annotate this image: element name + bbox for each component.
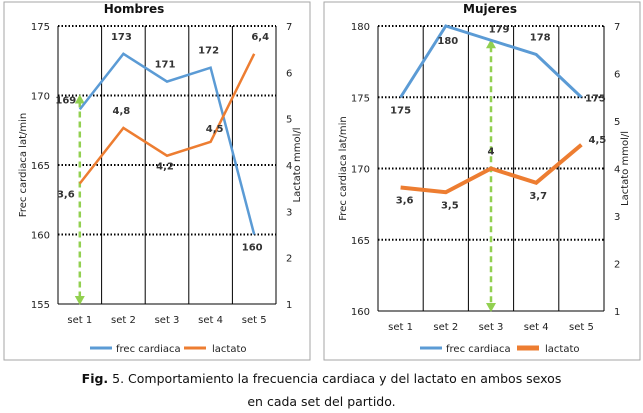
series-line-lactato bbox=[400, 143, 583, 195]
y-tick-label: 160 bbox=[31, 231, 50, 242]
x-tick-label: set 3 bbox=[479, 322, 504, 333]
figure-caption-line1: Fig. 5. Comportamiento la frecuencia car… bbox=[0, 371, 643, 386]
y2-tick-label: 3 bbox=[614, 212, 620, 223]
y-tick-label: 170 bbox=[351, 165, 370, 176]
y-tick-label: 165 bbox=[351, 236, 370, 247]
y-tick-label: 175 bbox=[351, 93, 370, 104]
chart-panel-0: Hombres 155 160 165 170 175 1 2 3 4 5 6 7 set 1 set 2 s… bbox=[3, 1, 311, 361]
x-tick-label: set 1 bbox=[388, 322, 413, 333]
data-label-frec-cardiaca: 175 bbox=[390, 105, 411, 116]
y-tick-label: 160 bbox=[351, 307, 370, 318]
x-tick-label: set 4 bbox=[198, 315, 223, 326]
y2-tick-label: 4 bbox=[614, 165, 620, 176]
y2-axis-title: Lactato mmol/l bbox=[620, 131, 631, 206]
data-label-frec-cardiaca: 173 bbox=[111, 32, 132, 43]
data-label-frec-cardiaca: 169 bbox=[55, 95, 76, 106]
data-label-lactato: 4,8 bbox=[113, 106, 131, 117]
figure-caption-label: Fig. bbox=[81, 371, 109, 386]
y2-tick-label: 6 bbox=[286, 68, 292, 79]
data-label-lactato: 6,4 bbox=[251, 32, 269, 43]
y2-tick-label: 5 bbox=[286, 115, 292, 126]
data-label-lactato: 4 bbox=[488, 147, 495, 158]
y2-tick-label: 7 bbox=[286, 22, 292, 33]
y-axis-title: Frec cardiaca lat/min bbox=[18, 113, 29, 217]
y2-tick-label: 3 bbox=[286, 207, 292, 218]
y-tick-label: 155 bbox=[31, 300, 50, 311]
data-label-frec-cardiaca: 160 bbox=[242, 243, 263, 254]
data-label-frec-cardiaca: 179 bbox=[489, 24, 510, 35]
legend-label-frec-cardiaca: frec cardiaca bbox=[116, 344, 181, 355]
arrow-head-down bbox=[74, 296, 85, 305]
data-label-frec-cardiaca: 171 bbox=[155, 60, 176, 71]
y-tick-label: 170 bbox=[31, 92, 50, 103]
data-label-lactato: 3,7 bbox=[529, 191, 547, 202]
series-line-lactato bbox=[78, 53, 256, 185]
y-tick-label: 165 bbox=[31, 161, 50, 172]
data-label-frec-cardiaca: 180 bbox=[437, 36, 458, 47]
data-label-lactato: 3,5 bbox=[441, 200, 459, 211]
y2-tick-label: 2 bbox=[286, 254, 292, 265]
x-tick-label: set 2 bbox=[111, 315, 136, 326]
arrow-head-down bbox=[486, 303, 496, 312]
y2-tick-label: 1 bbox=[614, 307, 620, 318]
data-label-lactato: 4,2 bbox=[156, 162, 174, 173]
series-line-frec-cardiaca bbox=[399, 24, 583, 99]
arrow-head-up bbox=[74, 94, 85, 104]
y2-tick-label: 7 bbox=[614, 22, 620, 33]
y2-tick-label: 1 bbox=[286, 300, 292, 311]
y2-axis-title: Lactato mmol/l bbox=[292, 128, 303, 203]
x-tick-label: set 4 bbox=[524, 322, 549, 333]
legend-label-frec-cardiaca: frec cardiaca bbox=[446, 344, 511, 355]
y2-tick-label: 6 bbox=[614, 70, 620, 81]
chart-title: Hombres bbox=[104, 2, 165, 16]
x-tick-label: set 5 bbox=[242, 315, 267, 326]
x-tick-label: set 5 bbox=[569, 322, 594, 333]
chart-title: Mujeres bbox=[463, 2, 517, 16]
data-label-lactato: 4,5 bbox=[206, 124, 224, 135]
y-tick-label: 175 bbox=[31, 22, 50, 33]
y2-tick-label: 2 bbox=[614, 260, 620, 271]
arrow-head-up bbox=[486, 39, 496, 49]
figure-caption-line2: en cada set del partido. bbox=[247, 394, 396, 409]
x-tick-label: set 1 bbox=[67, 315, 92, 326]
y2-tick-label: 5 bbox=[614, 117, 620, 128]
chart-panel-1: Mujeres 160 165 170 175 180 1 2 3 4 5 6 7 set 1 set 2 s… bbox=[323, 1, 641, 361]
y-axis-title: Frec cardiaca lat/min bbox=[338, 116, 349, 220]
figure-caption-text: 5. Comportamiento la frecuencia cardiaca… bbox=[108, 371, 562, 386]
x-tick-label: set 3 bbox=[155, 315, 180, 326]
data-label-frec-cardiaca: 175 bbox=[585, 93, 606, 104]
legend-label-lactato: lactato bbox=[545, 344, 580, 355]
y-tick-label: 180 bbox=[351, 22, 370, 33]
data-label-lactato: 4,5 bbox=[589, 135, 607, 146]
series-line-frec-cardiaca bbox=[78, 52, 256, 235]
y2-tick-label: 4 bbox=[286, 161, 292, 172]
data-label-lactato: 3,6 bbox=[57, 190, 75, 201]
chart-frame bbox=[323, 1, 641, 361]
data-label-frec-cardiaca: 172 bbox=[198, 46, 219, 57]
data-label-frec-cardiaca: 178 bbox=[530, 33, 551, 44]
legend-label-lactato: lactato bbox=[212, 344, 247, 355]
chart-frame bbox=[3, 1, 311, 361]
data-label-lactato: 3,6 bbox=[396, 196, 414, 207]
x-tick-label: set 2 bbox=[433, 322, 458, 333]
